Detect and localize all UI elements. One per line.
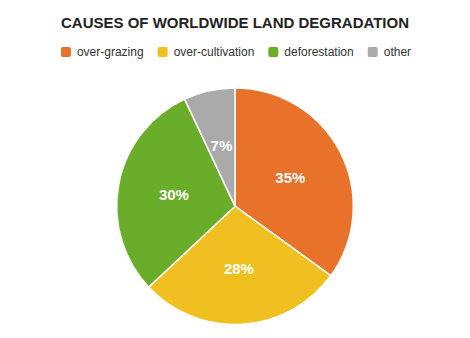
svg-text:other: other: [384, 45, 411, 59]
svg-text:CAUSES OF WORLDWIDE LAND DEGRA: CAUSES OF WORLDWIDE LAND DEGRADATION: [61, 14, 409, 31]
svg-text:35%: 35%: [275, 169, 305, 186]
svg-text:7%: 7%: [211, 137, 233, 154]
svg-text:over-cultivation: over-cultivation: [174, 45, 255, 59]
svg-text:30%: 30%: [159, 186, 189, 203]
svg-text:deforestation: deforestation: [284, 45, 353, 59]
svg-text:28%: 28%: [224, 260, 254, 277]
svg-text:over-grazing: over-grazing: [77, 45, 144, 59]
